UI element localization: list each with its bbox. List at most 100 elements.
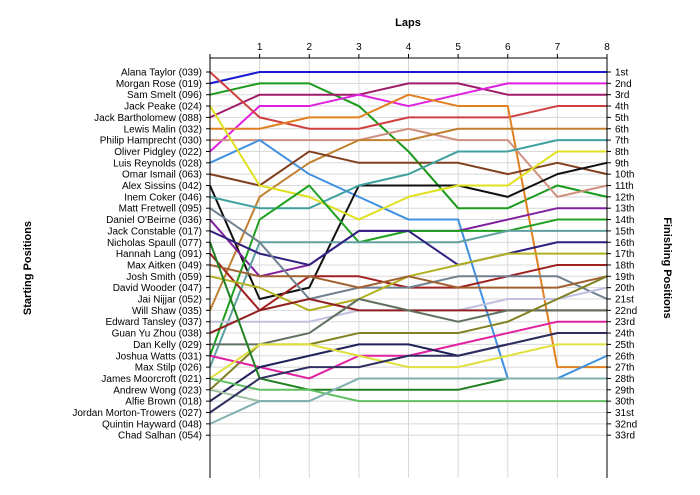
finishing-position-label: 22nd [615,306,637,317]
finishing-position-label: 8th [615,147,629,158]
starting-position-label: Omar Ismail (063) [122,170,202,181]
finishing-position-label: 25th [615,340,634,351]
starting-position-label: Josh Smith (059) [126,272,202,283]
x-axis-title: Laps [395,17,421,29]
starting-position-label: Inem Coker (046) [124,192,202,203]
finishing-position-label: 32nd [615,419,637,430]
lap-tick-label: 6 [505,42,511,53]
finishing-position-label: 27th [615,363,634,374]
starting-position-label: Jack Bartholomew (088) [94,113,202,124]
starting-position-label: Daniel O'Beirne (036) [106,215,202,226]
series-line-8 [209,127,607,311]
starting-positions-labels: Alana Taylor (039)Morgan Rose (019)Sam S… [72,68,202,442]
starting-position-label: Guan Yu Zhou (038) [112,329,202,340]
finishing-position-label: 3rd [615,90,629,101]
finishing-position-label: 11th [615,181,634,192]
lap-tick-label: 3 [356,42,362,53]
finishing-position-label: 29th [615,385,634,396]
series-line-7 [210,127,608,198]
series-line-32 [209,332,607,414]
starting-position-label: Max Stilp (026) [135,363,202,374]
finishing-position-label: 20th [615,283,634,294]
starting-position-label: David Wooder (047) [113,283,202,294]
starting-position-label: Sam Smelt (096) [127,90,202,101]
starting-position-label: Luis Reynolds (028) [113,158,202,169]
axes [206,54,611,478]
starting-position-label: Alfie Brown (018) [125,397,202,408]
starting-position-label: Jack Constable (017) [108,226,203,237]
finishing-position-label: 5th [615,113,629,124]
starting-position-label: Morgan Rose (019) [116,79,202,90]
starting-position-label: Philip Hamprecht (030) [100,136,202,147]
series-line-31 [209,377,607,403]
series-line-3 [209,82,607,119]
lap-tick-label: 8 [604,42,610,53]
finishing-position-label: 24th [615,329,634,340]
starting-position-label: Jordan Morton-Trowers (027) [72,408,202,419]
starting-position-label: Will Shaw (035) [132,306,202,317]
starting-position-label: Lewis Malin (032) [124,124,202,135]
series-line-33 [209,377,607,425]
lap-tick-label: 4 [406,42,412,53]
series-line-10 [209,150,608,187]
y-axis-right-title: Finishing Positions [661,217,673,318]
finishing-position-label: 26th [615,351,634,362]
series-line-17 [209,229,607,266]
starting-position-label: Joshua Watts (031) [116,351,202,362]
finishing-position-label: 7th [615,136,629,147]
series-line-19 [209,207,608,300]
finishing-position-label: 9th [615,158,629,169]
finishing-position-label: 2nd [615,79,632,90]
starting-position-label: Nicholas Spaull (077) [107,238,202,249]
series-line-21 [209,263,608,289]
finishing-position-label: 33rd [615,431,635,442]
finishing-positions-labels: 1st2nd3rd4th5th6th7th8th9th10th11th12th1… [615,68,637,442]
series-line-4 [209,82,607,153]
starting-position-label: Jai Nijjar (052) [138,295,202,306]
starting-position-label: Alex Sissins (042) [122,181,202,192]
series-line-28 [209,343,607,380]
starting-position-label: Oliver Pidgley (022) [114,147,202,158]
finishing-position-label: 10th [615,170,634,181]
finishing-position-label: 12th [615,192,634,203]
finishing-position-label: 23rd [615,317,635,328]
finishing-position-label: 28th [615,374,634,385]
finishing-position-label: 30th [615,397,634,408]
finishing-position-label: 15th [615,226,634,237]
lap-tick-label: 5 [455,42,461,53]
finishing-position-label: 6th [615,124,629,135]
series-line-2 [209,82,608,210]
starting-position-label: James Moorcroft (021) [101,374,202,385]
starting-position-label: Dan Kelly (029) [133,340,202,351]
series-line-1 [209,71,607,85]
series-line-6 [210,93,607,369]
finishing-position-label: 18th [615,260,634,271]
starting-position-label: Max Aitken (049) [127,260,202,271]
starting-position-label: Jack Peake (024) [124,102,202,113]
finishing-position-label: 17th [615,249,634,260]
finishing-position-label: 13th [615,204,634,215]
finishing-position-label: 16th [615,238,634,249]
starting-position-label: Chad Salhan (054) [118,431,202,442]
starting-position-label: Alana Taylor (039) [121,68,202,79]
finishing-position-label: 1st [615,68,629,79]
finishing-position-label: 21st [615,295,634,306]
starting-position-label: Andrew Wong (023) [113,385,202,396]
lap-tick-labels: 1 2 3 4 5 6 7 8 [257,42,610,53]
lap-tick-label: 7 [555,42,561,53]
starting-position-label: Matt Fretwell (095) [119,204,202,215]
finishing-position-label: 4th [615,102,629,113]
series-line-16 [209,229,607,368]
series-lines [209,71,608,425]
starting-position-label: Edward Tansley (037) [105,317,202,328]
starting-position-label: Quintin Hayward (048) [102,419,202,430]
series-line-5 [209,71,607,130]
series-line-24 [210,298,607,346]
finishing-position-label: 31st [615,408,634,419]
series-line-13 [209,105,607,221]
starting-position-label: Hannah Lang (091) [116,249,202,260]
y-axis-left-title: Starting Positions [22,221,34,315]
lap-tick-label: 1 [257,42,263,53]
finishing-position-label: 14th [615,215,634,226]
